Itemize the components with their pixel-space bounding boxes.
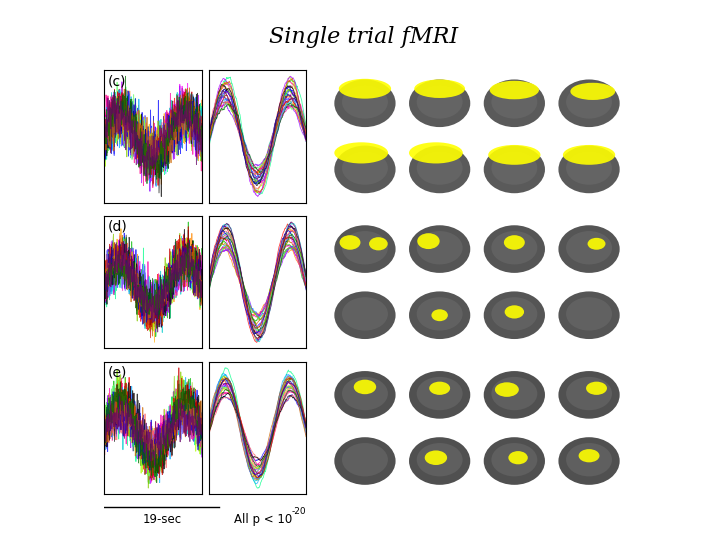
Ellipse shape — [566, 151, 612, 185]
Ellipse shape — [409, 437, 470, 485]
Ellipse shape — [566, 297, 612, 330]
Text: (d): (d) — [107, 220, 127, 234]
Ellipse shape — [508, 451, 528, 464]
Ellipse shape — [342, 443, 388, 476]
Ellipse shape — [334, 437, 395, 485]
Ellipse shape — [409, 143, 463, 164]
Ellipse shape — [414, 79, 465, 98]
Ellipse shape — [490, 81, 539, 99]
Ellipse shape — [563, 145, 615, 165]
Ellipse shape — [409, 292, 470, 339]
Ellipse shape — [586, 382, 607, 395]
Ellipse shape — [484, 292, 545, 339]
Ellipse shape — [417, 231, 463, 265]
Ellipse shape — [334, 79, 395, 127]
Ellipse shape — [417, 377, 463, 410]
Ellipse shape — [369, 237, 388, 251]
Ellipse shape — [566, 443, 612, 476]
Ellipse shape — [342, 231, 388, 265]
Ellipse shape — [334, 371, 395, 418]
Ellipse shape — [488, 145, 541, 165]
Ellipse shape — [342, 85, 388, 119]
Ellipse shape — [340, 235, 361, 249]
Ellipse shape — [559, 371, 620, 418]
Text: (e): (e) — [107, 366, 127, 380]
Ellipse shape — [418, 233, 440, 249]
Ellipse shape — [431, 309, 448, 321]
Ellipse shape — [559, 437, 620, 485]
Ellipse shape — [342, 297, 388, 330]
Ellipse shape — [409, 371, 470, 418]
Ellipse shape — [484, 225, 545, 273]
Ellipse shape — [334, 146, 395, 193]
Ellipse shape — [491, 151, 537, 185]
Ellipse shape — [417, 297, 463, 330]
Ellipse shape — [484, 146, 545, 193]
Text: -20: -20 — [292, 507, 307, 516]
Text: (c): (c) — [107, 74, 126, 88]
Ellipse shape — [495, 382, 519, 397]
Ellipse shape — [417, 151, 463, 185]
Ellipse shape — [504, 235, 525, 249]
Ellipse shape — [559, 79, 620, 127]
Ellipse shape — [409, 79, 470, 127]
Ellipse shape — [566, 231, 612, 265]
Text: All p < 10: All p < 10 — [235, 513, 293, 526]
Ellipse shape — [559, 292, 620, 339]
Ellipse shape — [505, 305, 524, 319]
Ellipse shape — [429, 382, 450, 395]
Text: Single trial fMRI: Single trial fMRI — [269, 26, 458, 48]
Ellipse shape — [491, 377, 537, 410]
Ellipse shape — [334, 143, 388, 164]
Ellipse shape — [566, 377, 612, 410]
Ellipse shape — [579, 449, 600, 462]
Ellipse shape — [342, 151, 388, 185]
Ellipse shape — [491, 443, 537, 476]
Ellipse shape — [570, 83, 615, 100]
Ellipse shape — [417, 443, 463, 476]
Ellipse shape — [491, 85, 537, 119]
Ellipse shape — [491, 297, 537, 330]
Ellipse shape — [559, 146, 620, 193]
Ellipse shape — [588, 238, 606, 249]
Ellipse shape — [409, 146, 470, 193]
Ellipse shape — [484, 79, 545, 127]
Ellipse shape — [409, 225, 470, 273]
Ellipse shape — [334, 292, 395, 339]
Ellipse shape — [417, 85, 463, 119]
Ellipse shape — [484, 371, 545, 418]
Ellipse shape — [491, 231, 537, 265]
Ellipse shape — [566, 85, 612, 119]
Ellipse shape — [425, 450, 447, 465]
Ellipse shape — [354, 380, 376, 394]
Ellipse shape — [339, 79, 391, 99]
Ellipse shape — [484, 437, 545, 485]
Text: 19-sec: 19-sec — [143, 513, 181, 526]
Ellipse shape — [559, 225, 620, 273]
Ellipse shape — [342, 377, 388, 410]
Ellipse shape — [334, 225, 395, 273]
